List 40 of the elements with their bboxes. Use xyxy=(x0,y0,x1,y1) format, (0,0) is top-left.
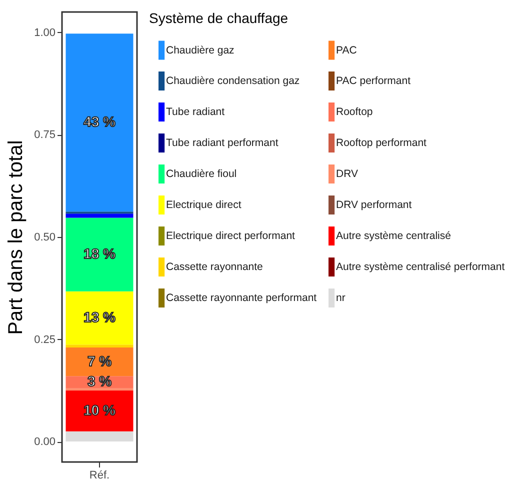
legend-title: Système de chauffage xyxy=(149,10,288,26)
y-axis-title: Part dans le parc total xyxy=(5,140,28,335)
legend-label: Autre système centralisé performant xyxy=(336,261,505,273)
data-label: 18 % xyxy=(84,246,116,262)
data-label: 43 % xyxy=(84,114,116,130)
legend-label: Rooftop xyxy=(336,106,373,118)
legend-label: Chaudière gaz xyxy=(166,44,234,56)
legend-label: DRV xyxy=(336,168,358,180)
bar xyxy=(66,218,134,292)
legend-label: DRV performant xyxy=(336,199,412,211)
legend-label: PAC performant xyxy=(336,75,411,87)
bar xyxy=(66,34,134,212)
bar xyxy=(66,390,134,432)
x-tick-label: Réf. xyxy=(89,470,110,482)
y-tick-label: 0.00 xyxy=(34,436,56,448)
data-label: 13 % xyxy=(84,309,116,325)
bar xyxy=(66,214,134,218)
bar xyxy=(66,431,134,442)
legend-label: Tube radiant performant xyxy=(166,137,278,149)
bar xyxy=(66,291,134,345)
legend-label: Tube radiant xyxy=(166,106,225,118)
data-label: 10 % xyxy=(84,402,116,418)
legend-label: nr xyxy=(336,292,346,304)
data-label: 7 % xyxy=(87,352,112,369)
legend-label: Chaudière condensation gaz xyxy=(166,75,300,87)
legend-label: Autre système centralisé xyxy=(336,230,452,242)
legend-label: Chaudière fioul xyxy=(166,168,237,180)
y-tick-label: 0.25 xyxy=(34,334,56,346)
y-tick-label: 1.00 xyxy=(34,26,56,39)
legend-label: PAC xyxy=(336,44,358,56)
data-label: 3 % xyxy=(87,373,112,390)
legend-label: Electrique direct performant xyxy=(166,230,296,242)
bar xyxy=(66,347,134,376)
bar xyxy=(66,344,134,348)
y-tick-label: 0.75 xyxy=(34,129,56,142)
y-tick-label: 0.50 xyxy=(34,232,56,244)
legend-label: Rooftop performant xyxy=(336,137,427,149)
legend-label: Cassette rayonnante xyxy=(166,261,264,273)
legend-label: Cassette rayonnante performant xyxy=(166,292,317,304)
legend-label: Electrique direct xyxy=(166,199,242,211)
